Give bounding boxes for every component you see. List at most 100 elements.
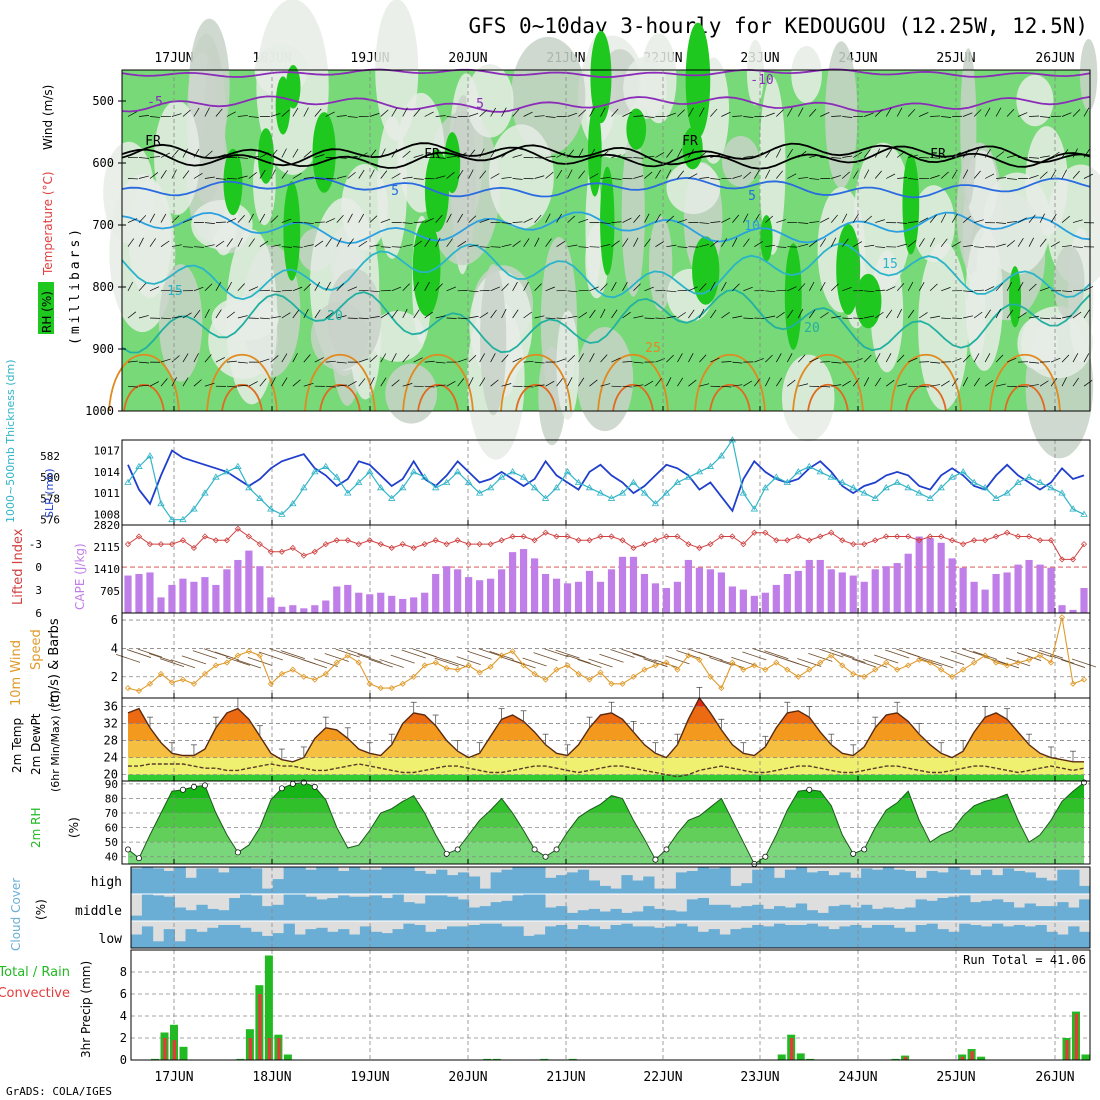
thickness-point	[937, 484, 945, 491]
wind-speed-point	[465, 662, 472, 669]
wind-barb	[1017, 112, 1028, 117]
wind-barb	[754, 152, 764, 158]
wind-barb	[325, 238, 332, 247]
slp-tick-label: 1008	[94, 508, 121, 521]
lifted-index-point	[1015, 533, 1022, 540]
date-label-bottom: 20JUN	[448, 1070, 487, 1085]
date-label-top: 20JUN	[448, 51, 487, 66]
wind-barb	[1083, 309, 1090, 319]
thickness-point	[684, 473, 693, 480]
cape-bar	[948, 558, 956, 613]
wind-barb	[994, 659, 1020, 669]
lifted-index-point	[674, 533, 681, 540]
cloud-bar	[1046, 906, 1058, 921]
cloud-bar	[991, 875, 1004, 894]
wind-speed-point	[388, 685, 395, 692]
wind-barb	[171, 169, 177, 179]
lifted-index-point	[377, 541, 384, 548]
cape-bar	[706, 569, 714, 613]
wind-barb	[820, 312, 829, 319]
cloud-bar	[828, 906, 840, 921]
wind-barb	[765, 290, 776, 293]
cloud-bar	[174, 907, 186, 921]
cloud-bar	[959, 869, 971, 894]
wind-barb	[820, 112, 830, 117]
wind-barb	[149, 116, 160, 118]
wind-tick-label: 4	[111, 641, 118, 655]
wind-barb	[930, 175, 940, 179]
label-cloud-unit: (%)	[34, 899, 48, 920]
cloud-bar	[359, 926, 372, 948]
wind-barb	[435, 315, 446, 319]
lifted-index-point	[333, 537, 340, 544]
wind-barb	[940, 380, 950, 387]
wind-barb	[281, 170, 289, 179]
thickness-point	[300, 484, 308, 491]
wind-barb	[138, 283, 146, 292]
wind-barb	[259, 213, 266, 223]
cloud-bars	[131, 867, 1091, 949]
thickness-point	[1003, 489, 1011, 496]
cloud-bar	[1035, 925, 1047, 948]
cloud-bar	[141, 894, 154, 921]
cloud-bar	[665, 926, 677, 948]
cape-bar	[717, 572, 725, 613]
cloud-bar	[163, 929, 175, 948]
cloud-bar	[392, 867, 404, 894]
wind-barb	[1072, 311, 1082, 319]
rh-point	[234, 849, 241, 856]
wind-barb	[226, 218, 237, 223]
rh-dry-patch	[791, 46, 822, 104]
wind-barb	[721, 311, 730, 319]
cloud-bar	[839, 872, 851, 894]
wind-barb	[446, 238, 453, 247]
wind-barb	[567, 149, 575, 158]
wind-speed-point	[146, 680, 154, 687]
contour-label: FR	[682, 134, 698, 149]
thickness-point	[717, 452, 726, 459]
wind-speed-point	[982, 652, 989, 659]
pressure-tick-label: 800	[92, 280, 114, 294]
wind-barb	[1050, 241, 1060, 248]
wind-barb	[732, 175, 743, 179]
contour-label: 5	[476, 97, 484, 112]
cloud-bar	[654, 888, 666, 894]
wind-barb	[644, 155, 655, 158]
wind-barb	[753, 648, 778, 658]
wind-barb	[413, 281, 419, 291]
wind-barb	[622, 361, 633, 363]
wind-barb	[1039, 238, 1047, 247]
rh-point	[179, 786, 186, 793]
cloud-bar	[577, 925, 590, 948]
wind-speed-point	[575, 670, 582, 677]
thickness-point	[1058, 489, 1066, 496]
wind-barb	[951, 169, 958, 179]
wind-barb	[204, 244, 215, 248]
lifted-index-point	[256, 541, 263, 548]
wind-barb	[941, 287, 951, 292]
wind-barb	[698, 651, 723, 661]
thickness-point	[992, 494, 1000, 501]
wind-barb	[544, 648, 569, 658]
rh-point	[762, 853, 769, 860]
thickness-point	[618, 489, 627, 496]
wind-barb	[852, 658, 877, 668]
wind-barb	[611, 178, 622, 180]
lifted-index-point	[828, 529, 835, 536]
cape-grid	[122, 525, 1090, 613]
contour-label: 10	[744, 219, 760, 234]
wind-barb	[545, 171, 554, 179]
wind-barb	[710, 281, 716, 291]
wind-barb	[941, 155, 952, 158]
cape-bar	[761, 592, 769, 613]
wind-barb	[952, 358, 962, 363]
wind-barb	[677, 312, 686, 319]
cloud-bar	[719, 867, 731, 894]
wind-barb	[1005, 657, 1031, 667]
cloud-bar	[490, 923, 502, 948]
wind-barb	[270, 290, 281, 293]
cloud-bar	[1024, 872, 1036, 894]
wind-barb	[853, 241, 863, 248]
wind-barb	[204, 176, 215, 179]
lifted-index-point	[498, 537, 505, 544]
